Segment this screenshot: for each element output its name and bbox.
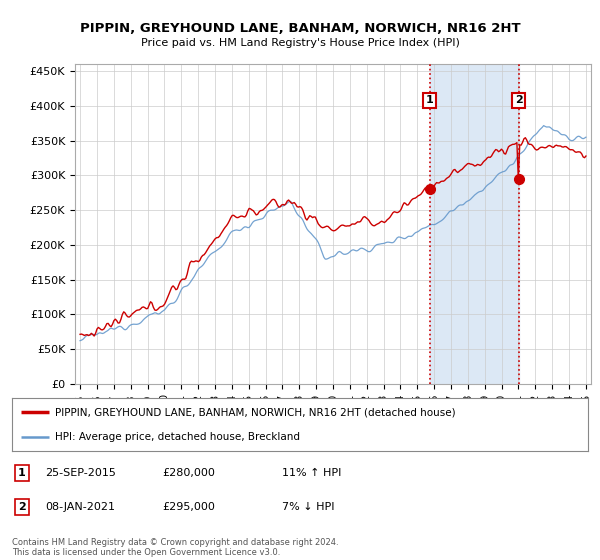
- Text: 2: 2: [515, 96, 523, 105]
- Text: HPI: Average price, detached house, Breckland: HPI: Average price, detached house, Brec…: [55, 432, 300, 442]
- Text: 25-SEP-2015: 25-SEP-2015: [45, 468, 116, 478]
- Text: Contains HM Land Registry data © Crown copyright and database right 2024.
This d: Contains HM Land Registry data © Crown c…: [12, 538, 338, 557]
- Text: 08-JAN-2021: 08-JAN-2021: [45, 502, 115, 512]
- Text: PIPPIN, GREYHOUND LANE, BANHAM, NORWICH, NR16 2HT: PIPPIN, GREYHOUND LANE, BANHAM, NORWICH,…: [80, 22, 520, 35]
- Text: 1: 1: [426, 96, 433, 105]
- Text: Price paid vs. HM Land Registry's House Price Index (HPI): Price paid vs. HM Land Registry's House …: [140, 38, 460, 48]
- Text: 7% ↓ HPI: 7% ↓ HPI: [282, 502, 335, 512]
- Text: PIPPIN, GREYHOUND LANE, BANHAM, NORWICH, NR16 2HT (detached house): PIPPIN, GREYHOUND LANE, BANHAM, NORWICH,…: [55, 408, 456, 418]
- Bar: [430, 64, 519, 384]
- Text: 2: 2: [18, 502, 26, 512]
- Text: 1: 1: [18, 468, 26, 478]
- Text: 11% ↑ HPI: 11% ↑ HPI: [282, 468, 341, 478]
- Text: £280,000: £280,000: [162, 468, 215, 478]
- Text: £295,000: £295,000: [162, 502, 215, 512]
